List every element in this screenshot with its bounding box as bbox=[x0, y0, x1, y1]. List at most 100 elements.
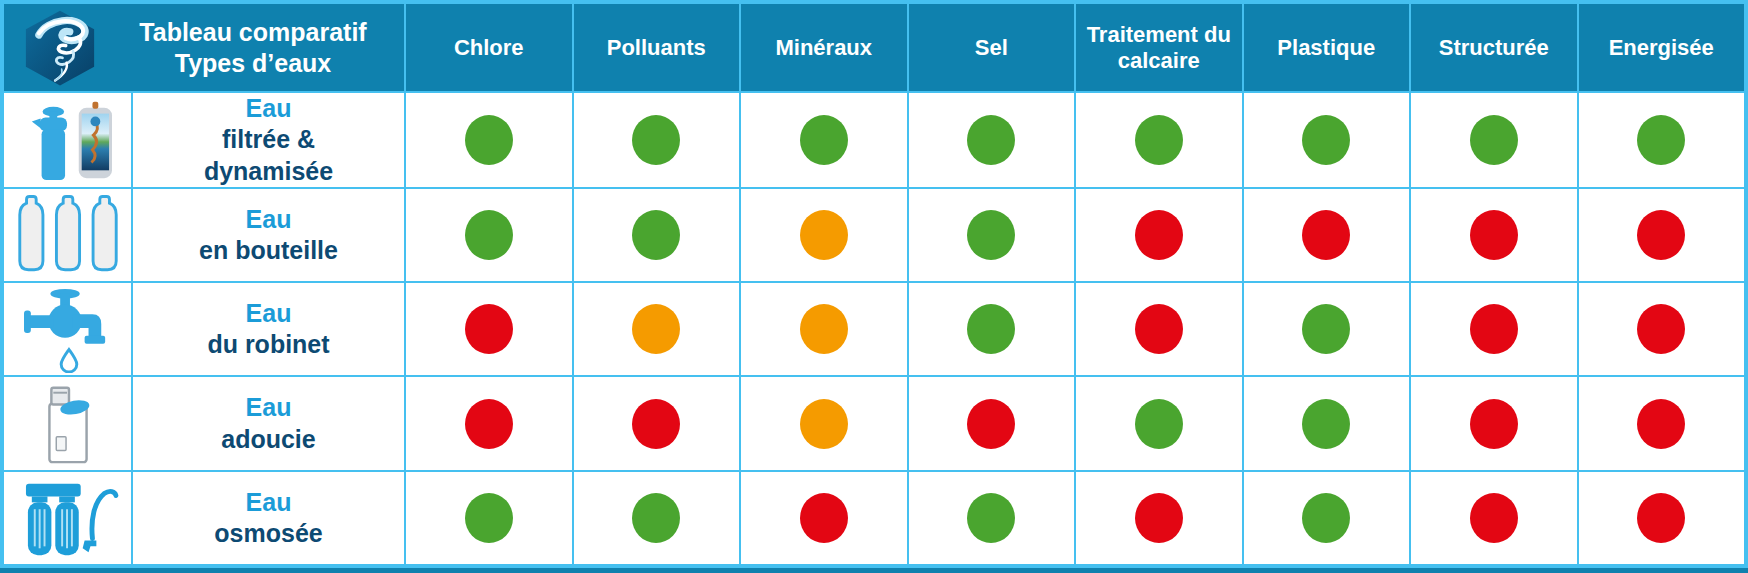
row-label-bottom: filtrée & dynamisée bbox=[164, 124, 374, 187]
row-label-top: Eau bbox=[246, 204, 292, 235]
table-title: Tableau comparatif Types d’eaux bbox=[112, 17, 404, 78]
status-dot-green bbox=[465, 210, 513, 260]
status-dot-red bbox=[967, 399, 1015, 449]
column-header-6: Plastique bbox=[1244, 4, 1410, 91]
status-cell bbox=[1244, 472, 1410, 564]
status-cell bbox=[574, 189, 740, 281]
status-cell bbox=[574, 283, 740, 375]
table-title-line2: Types d’eaux bbox=[175, 49, 332, 77]
status-dot-green bbox=[967, 115, 1015, 165]
water-comparison-table: Tableau comparatif Types d’eaux ChlorePo… bbox=[0, 0, 1748, 573]
status-cell bbox=[741, 377, 907, 469]
status-cell bbox=[909, 283, 1075, 375]
status-dot-red bbox=[1135, 304, 1183, 354]
row-label-bottom: en bouteille bbox=[199, 235, 338, 266]
status-cell bbox=[741, 189, 907, 281]
column-header-2: Polluants bbox=[574, 4, 740, 91]
osmosis-filter-icon bbox=[4, 472, 131, 564]
table-title-line1: Tableau comparatif bbox=[139, 18, 366, 46]
status-cell bbox=[574, 377, 740, 469]
column-header-7: Structurée bbox=[1411, 4, 1577, 91]
status-cell bbox=[1579, 377, 1745, 469]
row-label-bottom: du robinet bbox=[207, 329, 329, 360]
row-label-bottom: adoucie bbox=[221, 424, 315, 455]
status-dot-orange bbox=[800, 210, 848, 260]
status-cell bbox=[1411, 189, 1577, 281]
status-cell bbox=[909, 472, 1075, 564]
row-label-top: Eau bbox=[246, 487, 292, 518]
status-cell bbox=[1244, 377, 1410, 469]
row-label: Eauosmosée bbox=[133, 472, 404, 564]
status-dot-green bbox=[967, 210, 1015, 260]
status-dot-red bbox=[1135, 210, 1183, 260]
status-dot-red bbox=[1470, 304, 1518, 354]
status-cell bbox=[1411, 472, 1577, 564]
status-cell bbox=[1244, 283, 1410, 375]
status-cell bbox=[1076, 283, 1242, 375]
status-cell bbox=[909, 377, 1075, 469]
row-label: Eauadoucie bbox=[133, 377, 404, 469]
status-dot-red bbox=[1637, 399, 1685, 449]
row-label: Eaudu robinet bbox=[133, 283, 404, 375]
status-dot-green bbox=[967, 493, 1015, 543]
status-cell bbox=[406, 93, 572, 187]
column-header-4: Sel bbox=[909, 4, 1075, 91]
status-dot-green bbox=[632, 210, 680, 260]
status-cell bbox=[406, 472, 572, 564]
status-dot-green bbox=[1135, 115, 1183, 165]
status-cell bbox=[1411, 377, 1577, 469]
table-title-cell: Tableau comparatif Types d’eaux bbox=[4, 4, 404, 91]
status-cell bbox=[1076, 377, 1242, 469]
status-cell bbox=[1411, 93, 1577, 187]
status-dot-green bbox=[1302, 115, 1350, 165]
status-cell bbox=[574, 472, 740, 564]
status-cell bbox=[1076, 93, 1242, 187]
status-cell bbox=[406, 189, 572, 281]
status-cell bbox=[574, 93, 740, 187]
status-cell bbox=[406, 283, 572, 375]
status-cell bbox=[1244, 189, 1410, 281]
status-dot-green bbox=[1135, 399, 1183, 449]
status-dot-green bbox=[1302, 493, 1350, 543]
row-label: Eaufiltrée & dynamisée bbox=[133, 93, 404, 187]
status-cell bbox=[1579, 93, 1745, 187]
status-dot-orange bbox=[800, 399, 848, 449]
column-header-3: Minéraux bbox=[741, 4, 907, 91]
row-label: Eauen bouteille bbox=[133, 189, 404, 281]
status-cell bbox=[741, 283, 907, 375]
status-dot-red bbox=[1302, 210, 1350, 260]
filter-cartridge-duo-icon bbox=[4, 93, 131, 187]
status-dot-green bbox=[465, 493, 513, 543]
tap-faucet-icon bbox=[4, 283, 131, 375]
status-dot-green bbox=[1302, 399, 1350, 449]
status-cell bbox=[741, 93, 907, 187]
status-dot-red bbox=[1135, 493, 1183, 543]
status-dot-red bbox=[1470, 210, 1518, 260]
status-cell bbox=[909, 189, 1075, 281]
status-dot-green bbox=[632, 493, 680, 543]
status-cell bbox=[1244, 93, 1410, 187]
column-header-1: Chlore bbox=[406, 4, 572, 91]
status-cell bbox=[406, 377, 572, 469]
status-dot-red bbox=[465, 304, 513, 354]
status-dot-red bbox=[1470, 399, 1518, 449]
status-dot-red bbox=[465, 399, 513, 449]
status-dot-green bbox=[465, 115, 513, 165]
status-cell bbox=[1411, 283, 1577, 375]
column-header-5: Traitement du calcaire bbox=[1076, 4, 1242, 91]
status-dot-red bbox=[1637, 304, 1685, 354]
status-cell bbox=[1579, 472, 1745, 564]
status-cell bbox=[741, 472, 907, 564]
column-header-8: Energisée bbox=[1579, 4, 1745, 91]
row-label-top: Eau bbox=[246, 392, 292, 423]
status-dot-green bbox=[1637, 115, 1685, 165]
status-dot-green bbox=[632, 115, 680, 165]
row-label-bottom: osmosée bbox=[214, 518, 322, 549]
status-cell bbox=[1076, 472, 1242, 564]
status-dot-red bbox=[632, 399, 680, 449]
status-dot-red bbox=[1470, 493, 1518, 543]
row-label-top: Eau bbox=[246, 298, 292, 329]
status-cell bbox=[1076, 189, 1242, 281]
water-softener-icon bbox=[4, 377, 131, 469]
status-cell bbox=[1579, 189, 1745, 281]
